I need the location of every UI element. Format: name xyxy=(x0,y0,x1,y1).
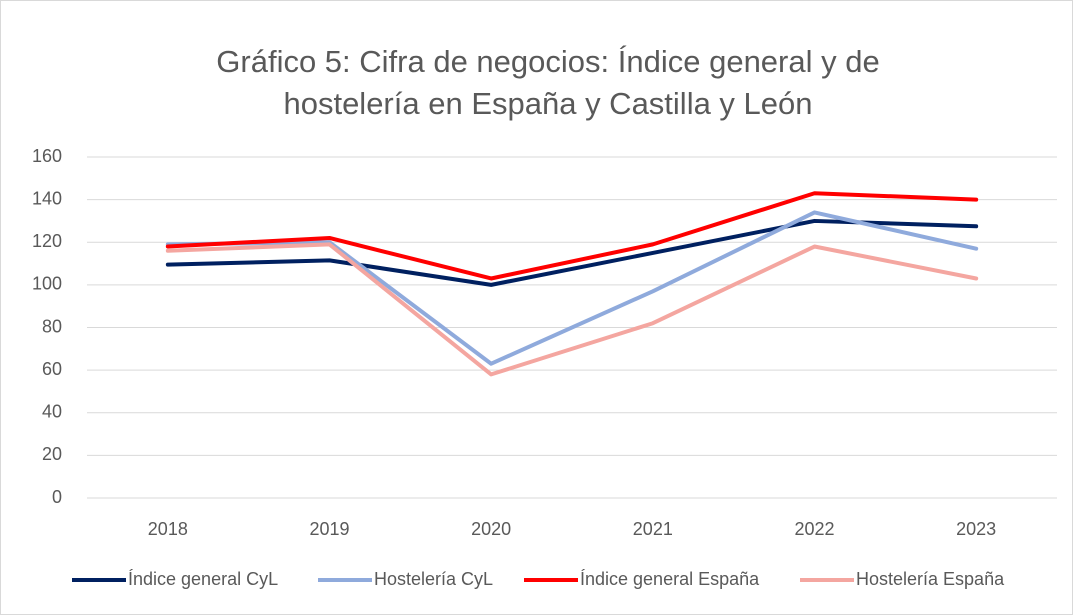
x-tick-label: 2019 xyxy=(309,519,349,539)
y-tick-label: 160 xyxy=(32,146,62,166)
x-tick-label: 2023 xyxy=(956,519,996,539)
y-tick-label: 140 xyxy=(32,188,62,208)
chart-title: hostelería en España y Castilla y León xyxy=(283,86,812,121)
series-line xyxy=(165,218,979,287)
y-tick-label: 20 xyxy=(42,444,62,464)
x-tick-label: 2020 xyxy=(471,519,511,539)
y-tick-label: 80 xyxy=(42,316,62,336)
y-tick-label: 0 xyxy=(52,487,62,507)
series-line xyxy=(165,191,979,281)
series-line xyxy=(165,210,979,366)
legend-label: Hostelería CyL xyxy=(374,569,493,589)
chart-title: Gráfico 5: Cifra de negocios: Índice gen… xyxy=(216,44,879,79)
legend-label: Índice general CyL xyxy=(128,569,278,589)
x-tick-label: 2022 xyxy=(794,519,834,539)
legend-label: Hostelería España xyxy=(856,569,1005,589)
y-tick-label: 120 xyxy=(32,231,62,251)
y-tick-label: 60 xyxy=(42,359,62,379)
y-tick-label: 100 xyxy=(32,274,62,294)
legend-label: Índice general España xyxy=(580,569,760,589)
x-tick-label: 2021 xyxy=(633,519,673,539)
y-tick-label: 40 xyxy=(42,402,62,422)
series-line xyxy=(165,242,979,377)
x-tick-label: 2018 xyxy=(148,519,188,539)
